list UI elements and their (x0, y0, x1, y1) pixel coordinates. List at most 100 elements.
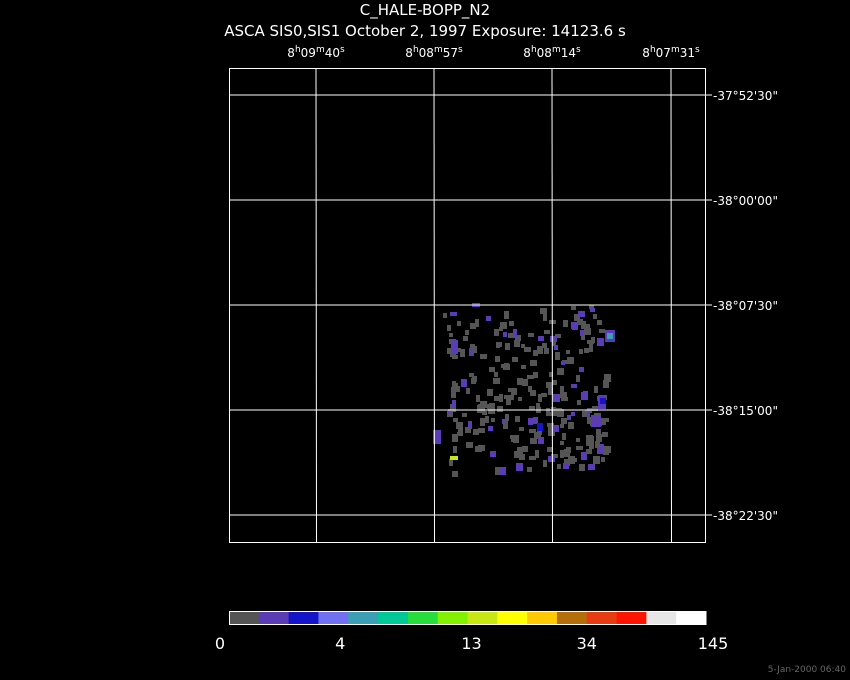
image-pixel (578, 311, 585, 317)
image-pixel (528, 418, 533, 425)
image-pixel (543, 313, 547, 321)
image-pixel (493, 378, 500, 384)
image-pixel (586, 440, 590, 446)
colorbar-tick-label: 34 (577, 634, 597, 653)
image-pixel (530, 438, 537, 444)
sky-image (433, 303, 615, 477)
image-pixel (471, 378, 476, 384)
image-pixel (590, 308, 595, 312)
image-pixel (535, 450, 539, 458)
image-pixel (451, 391, 456, 398)
image-pixel (564, 459, 570, 466)
image-pixel (554, 345, 558, 350)
image-pixel (571, 306, 576, 310)
image-pixel (602, 432, 608, 437)
image-pixel (538, 437, 544, 444)
coordinate-grid: 8h09m40s 8h08m57s 8h08m14s 8h07m31s -37°52'3… (230, 45, 778, 543)
image-pixel (470, 323, 476, 329)
image-pixel (503, 421, 508, 429)
colorbar-swatch (616, 611, 647, 625)
image-pixel (567, 357, 574, 364)
image-pixel (488, 426, 493, 431)
image-pixel (555, 408, 562, 416)
dec-label: -38°15'00" (713, 404, 778, 418)
image-pixel (519, 454, 525, 460)
image-pixel (495, 467, 500, 475)
image-pixel (527, 467, 532, 472)
image-pixel (586, 449, 592, 454)
image-pixel (584, 348, 589, 353)
image-pixel (533, 350, 538, 356)
timestamp: 5-Jan-2000 06:40 (768, 665, 847, 675)
image-pixel (538, 336, 544, 341)
image-pixel (478, 445, 485, 451)
image-pixel (517, 447, 523, 455)
image-pixel (447, 325, 451, 331)
image-pixel (452, 400, 456, 408)
image-pixel (504, 311, 509, 319)
image-pixel (533, 372, 538, 378)
image-pixel (574, 314, 580, 321)
image-pixel (511, 436, 517, 442)
colorbar-tick-label: 13 (461, 634, 481, 653)
image-pixel (487, 389, 493, 396)
image-pixel (572, 322, 578, 330)
image-pixel (452, 434, 458, 442)
title: C_HALE-BOPP_N2 (360, 1, 490, 20)
image-pixel (557, 368, 564, 375)
image-pixel (517, 378, 523, 385)
image-pixel (453, 418, 458, 422)
image-pixel (585, 410, 590, 417)
image-pixel (587, 435, 593, 441)
colorbar-swatch (378, 611, 409, 625)
image-pixel (560, 450, 564, 458)
colorbar-swatch (348, 611, 379, 625)
image-pixel (568, 422, 574, 429)
image-pixel (599, 444, 604, 448)
image-pixel (597, 320, 602, 325)
image-pixel (468, 421, 472, 429)
image-pixel (461, 379, 467, 387)
image-pixel (599, 418, 606, 425)
image-pixel (603, 380, 609, 388)
image-pixel (603, 449, 609, 455)
image-pixel (478, 404, 485, 411)
image-pixel (521, 365, 526, 369)
image-pixel (566, 350, 570, 354)
image-pixel (514, 451, 519, 458)
image-pixel (561, 397, 568, 401)
image-pixel (522, 446, 528, 452)
colorbar-swatch (437, 611, 468, 625)
image-pixel (469, 373, 474, 377)
image-pixel (475, 319, 479, 327)
image-pixel (489, 403, 495, 409)
image-pixel (544, 348, 549, 354)
image-pixel (443, 313, 447, 318)
colorbar-swatch (527, 611, 558, 625)
image-pixel (472, 346, 477, 353)
image-pixel (450, 456, 458, 460)
image-pixel (494, 372, 498, 377)
image-pixel (587, 417, 591, 424)
image-pixel (581, 392, 588, 400)
image-pixel (450, 312, 457, 316)
image-pixel (596, 429, 601, 437)
image-pixel (580, 330, 585, 336)
image-pixel (604, 374, 611, 382)
image-pixel (518, 397, 522, 401)
image-pixel (555, 352, 560, 360)
image-pixel (547, 412, 554, 416)
image-pixel (576, 438, 580, 442)
image-pixel (577, 319, 583, 325)
image-pixel (538, 394, 542, 402)
image-pixel (499, 327, 503, 331)
image-pixel (589, 441, 594, 449)
image-pixel (488, 408, 495, 414)
colorbar-swatch (556, 611, 588, 625)
image-pixel (499, 394, 503, 402)
subtitle: ASCA SIS0,SIS1 October 2, 1997 Exposure:… (224, 22, 626, 40)
image-pixel (589, 344, 593, 352)
image-pixel (576, 375, 580, 382)
image-pixel (515, 416, 520, 422)
